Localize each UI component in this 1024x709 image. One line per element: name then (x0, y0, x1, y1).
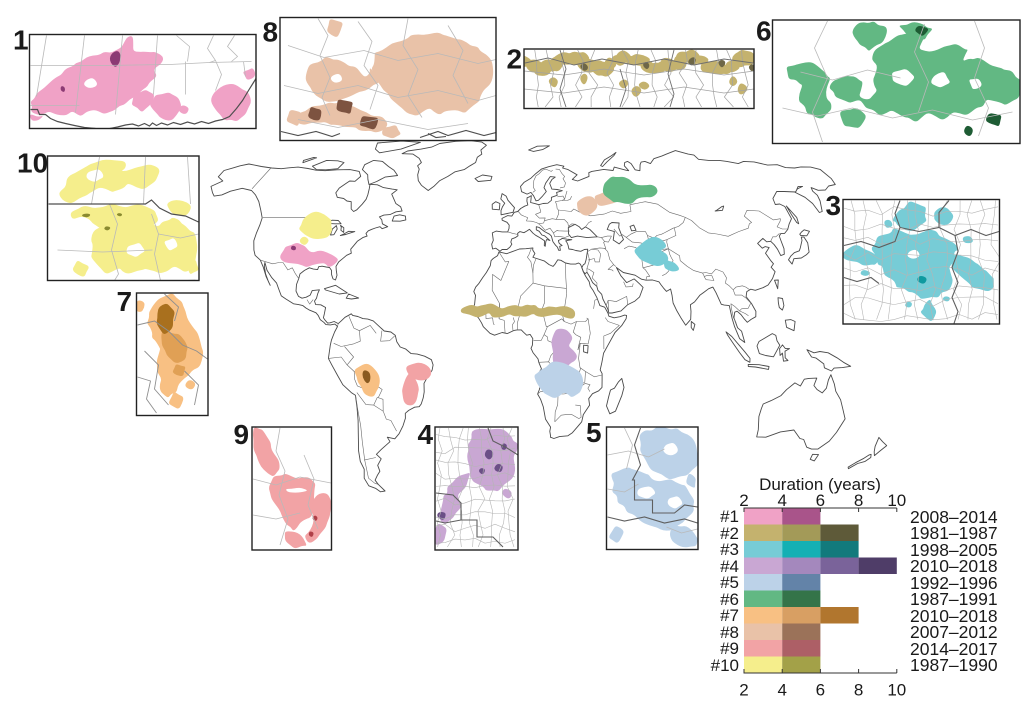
svg-text:#7: #7 (720, 606, 739, 625)
svg-text:#9: #9 (720, 639, 739, 658)
svg-text:1992–1996: 1992–1996 (910, 573, 998, 593)
svg-text:7: 7 (117, 286, 133, 317)
svg-text:2007–2012: 2007–2012 (910, 622, 998, 642)
svg-text:3: 3 (826, 190, 842, 221)
svg-text:8: 8 (263, 17, 279, 48)
svg-text:2010–2018: 2010–2018 (910, 606, 998, 626)
svg-text:1: 1 (13, 25, 29, 56)
svg-text:1981–1987: 1981–1987 (910, 523, 998, 543)
svg-text:8: 8 (854, 681, 863, 700)
svg-text:2: 2 (739, 681, 748, 700)
svg-text:10: 10 (887, 681, 906, 700)
svg-text:2010–2018: 2010–2018 (910, 556, 998, 576)
svg-text:1987–1991: 1987–1991 (910, 589, 998, 609)
svg-text:1998–2005: 1998–2005 (910, 540, 998, 560)
svg-text:6: 6 (816, 491, 825, 510)
svg-text:8: 8 (854, 491, 863, 510)
svg-text:#5: #5 (720, 573, 739, 592)
svg-text:#1: #1 (720, 507, 739, 526)
svg-text:#8: #8 (720, 623, 739, 642)
svg-text:#10: #10 (711, 656, 739, 675)
svg-text:2: 2 (739, 491, 748, 510)
svg-text:Duration (years): Duration (years) (759, 475, 881, 494)
svg-text:10: 10 (887, 491, 906, 510)
svg-text:#6: #6 (720, 590, 739, 609)
svg-text:6: 6 (816, 681, 825, 700)
svg-text:#4: #4 (720, 557, 739, 576)
svg-text:2008–2014: 2008–2014 (910, 507, 998, 527)
svg-text:4: 4 (418, 419, 434, 450)
svg-text:#2: #2 (720, 524, 739, 543)
svg-text:4: 4 (777, 491, 786, 510)
svg-text:#3: #3 (720, 540, 739, 559)
svg-text:2: 2 (507, 44, 523, 75)
svg-text:5: 5 (586, 417, 602, 448)
svg-text:4: 4 (777, 681, 786, 700)
svg-text:2014–2017: 2014–2017 (910, 639, 998, 659)
svg-text:6: 6 (756, 16, 772, 47)
svg-text:1987–1990: 1987–1990 (910, 655, 998, 675)
svg-text:10: 10 (17, 148, 48, 179)
svg-text:9: 9 (234, 419, 250, 450)
